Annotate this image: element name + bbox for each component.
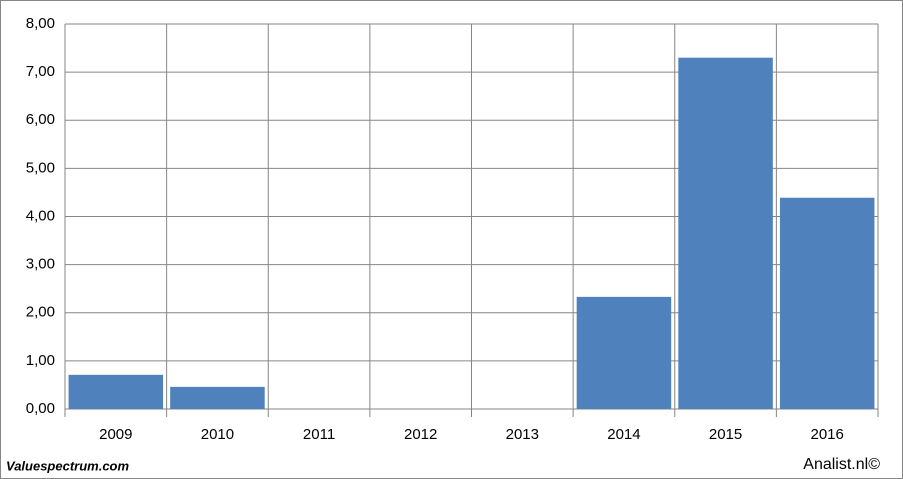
bar xyxy=(779,197,875,409)
y-tick-label: 7,00 xyxy=(26,63,55,80)
x-tick-label: 2013 xyxy=(506,426,539,443)
x-tick-label: 2009 xyxy=(99,426,132,443)
x-tick-label: 2010 xyxy=(201,426,234,443)
bar xyxy=(678,57,773,409)
y-tick-label: 1,00 xyxy=(26,352,55,369)
source-left: Valuespectrum.com xyxy=(6,458,130,473)
y-tick-label: 8,00 xyxy=(26,15,55,32)
y-tick-label: 3,00 xyxy=(26,256,55,273)
source-right: Analist.nl© xyxy=(803,456,880,473)
y-tick-label: 2,00 xyxy=(26,304,55,321)
bar xyxy=(170,386,265,409)
bar xyxy=(68,374,164,409)
y-tick-label: 4,00 xyxy=(26,207,55,224)
x-tick-label: 2011 xyxy=(303,426,335,443)
bar xyxy=(576,296,672,409)
y-tick-label: 5,00 xyxy=(26,159,55,176)
y-tick-label: 6,00 xyxy=(26,111,55,128)
x-tick-label: 2014 xyxy=(607,426,640,443)
y-tick-label: 0,00 xyxy=(26,400,55,417)
x-tick-label: 2012 xyxy=(404,426,437,443)
x-tick-label: 2016 xyxy=(811,426,844,443)
x-tick-label: 2015 xyxy=(709,426,742,443)
